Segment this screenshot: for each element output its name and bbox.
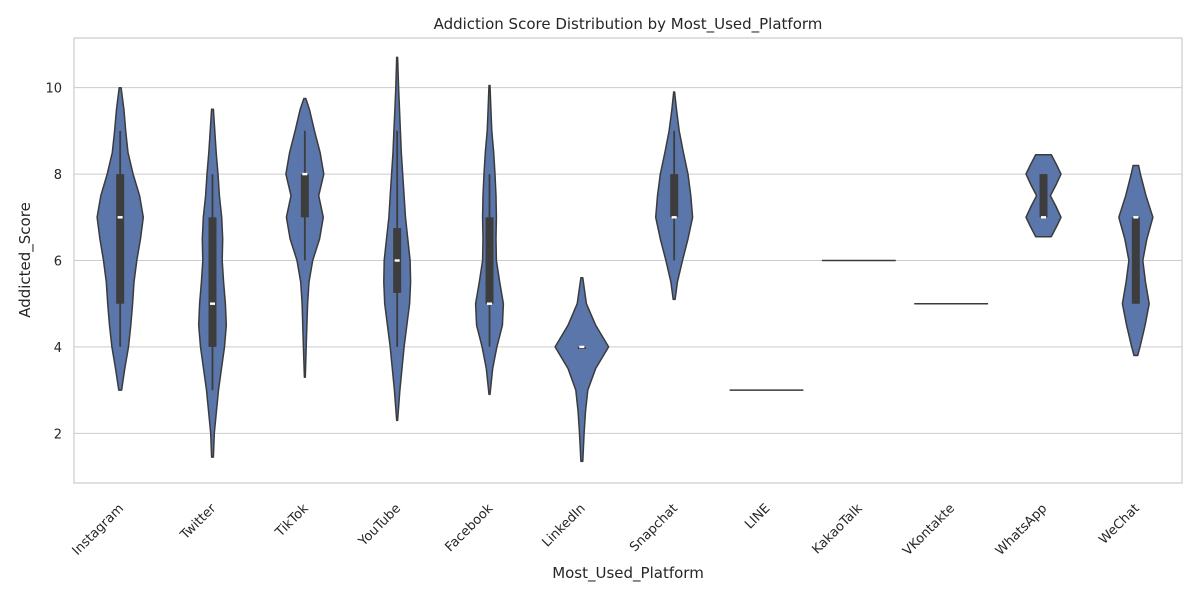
x-tick-label: Instagram xyxy=(70,501,127,558)
violin xyxy=(474,84,505,396)
violin-median xyxy=(117,216,123,219)
violin xyxy=(554,277,610,463)
violin-iqr-box xyxy=(300,174,309,218)
y-axis-label: Addicted_Score xyxy=(16,202,35,318)
violin xyxy=(96,86,145,391)
y-tick-label: 10 xyxy=(45,82,62,97)
x-tick-label: WhatsApp xyxy=(993,501,1051,559)
violin-median xyxy=(671,216,677,219)
violin-median xyxy=(1041,216,1046,219)
violins xyxy=(96,56,1154,463)
violin xyxy=(1118,164,1154,357)
violin-iqr-box xyxy=(208,217,217,347)
y-tick-label: 4 xyxy=(54,341,62,356)
violin-median xyxy=(302,172,308,176)
y-axis-ticks: 2 4 6 8 10 xyxy=(45,82,62,443)
violin xyxy=(197,108,228,458)
x-tick-label: WeChat xyxy=(1096,501,1142,547)
y-tick-label: 8 xyxy=(54,168,62,183)
violin xyxy=(654,91,694,301)
violin-body xyxy=(554,277,610,463)
x-tick-label: Snapchat xyxy=(627,501,681,555)
violin-iqr-box xyxy=(1131,217,1140,304)
violin-median xyxy=(579,345,585,349)
violin-iqr-box xyxy=(1039,174,1048,218)
x-axis-label: Most_Used_Platform xyxy=(552,564,704,583)
violin-iqr-box xyxy=(116,174,125,304)
violin-median xyxy=(1133,216,1139,219)
y-tick-label: 6 xyxy=(54,255,62,270)
x-tick-label: Twitter xyxy=(177,501,220,544)
x-tick-label: LinkedIn xyxy=(540,501,589,550)
violin-median xyxy=(394,259,400,262)
y-tick-label: 2 xyxy=(54,427,62,442)
violin-median xyxy=(210,302,215,305)
x-tick-label: VKontakte xyxy=(900,501,958,559)
grid-lines xyxy=(74,87,1182,434)
violin xyxy=(383,56,412,422)
x-tick-label: KakaoTalk xyxy=(810,501,866,557)
violin-iqr-box xyxy=(485,217,494,304)
x-tick-label: YouTube xyxy=(355,501,404,550)
x-tick-label: LINE xyxy=(742,501,773,532)
violin xyxy=(285,97,325,378)
violin-median xyxy=(487,302,492,305)
violin xyxy=(1025,153,1062,238)
chart-title: Addiction Score Distribution by Most_Use… xyxy=(434,15,823,34)
violin-iqr-box xyxy=(670,174,679,218)
x-tick-label: Facebook xyxy=(443,501,497,555)
x-axis-ticks: Instagram Twitter TikTok YouTube Facebook Lin… xyxy=(70,501,1143,559)
x-tick-label: TikTok xyxy=(272,501,312,541)
